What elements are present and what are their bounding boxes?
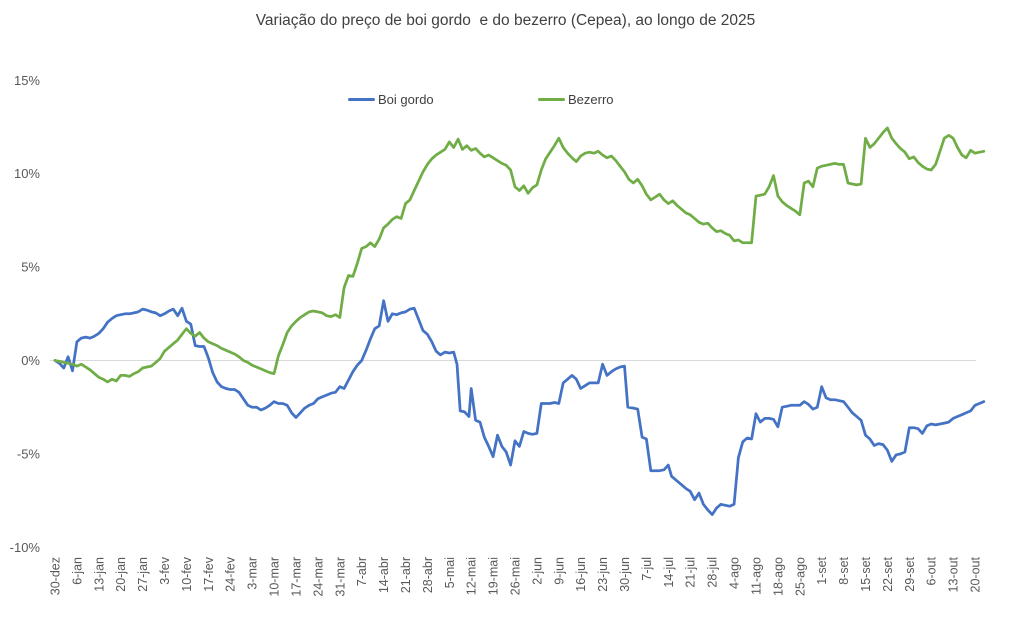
x-tick-label: 27-jan xyxy=(136,557,150,592)
y-tick-label: 15% xyxy=(14,73,40,88)
series-line-bezerro xyxy=(53,126,986,384)
x-tick-label: 10-mar xyxy=(268,557,282,597)
x-tick-label: 28-abr xyxy=(421,557,435,593)
x-tick-label: 20-jan xyxy=(114,557,128,592)
x-tick-label: 6-out xyxy=(925,556,939,585)
x-tick-label: 10-fev xyxy=(180,556,194,591)
x-tick-label: 3-fev xyxy=(158,556,172,585)
x-tick-label: 15-set xyxy=(859,556,873,591)
x-tick-label: 25-ago xyxy=(793,557,807,596)
x-tick-label: 17-mar xyxy=(289,557,303,597)
x-tick-label: 30-jun xyxy=(618,557,632,592)
y-tick-label: -5% xyxy=(17,446,41,461)
x-tick-label: 9-jun xyxy=(552,557,566,585)
x-tick-label: 26-mai xyxy=(509,557,523,595)
legend-label-boi-gordo: Boi gordo xyxy=(378,91,434,107)
x-tick-label: 23-jun xyxy=(596,557,610,592)
x-tick-label: 19-mai xyxy=(487,557,501,595)
x-tick-label: 8-set xyxy=(837,556,851,584)
y-tick-label: 10% xyxy=(14,166,40,181)
x-tick-label: 13-jan xyxy=(92,557,106,592)
legend-item-bezerro: Bezerro xyxy=(538,90,614,108)
x-tick-label: 28-jul xyxy=(706,557,720,588)
x-tick-label: 31-mar xyxy=(333,557,347,597)
x-tick-label: 20-out xyxy=(969,556,983,592)
x-tick-label: 24-fev xyxy=(224,556,238,591)
x-tick-label: 16-jun xyxy=(574,557,588,592)
x-tick-label: 21-jul xyxy=(684,557,698,588)
x-tick-label: 29-set xyxy=(903,556,917,591)
y-tick-label: 5% xyxy=(21,260,40,275)
chart-title: Variação do preço de boi gordo e do beze… xyxy=(255,12,756,29)
x-tick-label: 24-mar xyxy=(311,557,325,597)
y-tick-label: 0% xyxy=(21,353,40,368)
legend-line-boi-gordo-icon xyxy=(348,97,375,101)
x-tick-label: 14-jul xyxy=(662,557,676,588)
x-tick-label: 18-ago xyxy=(771,557,785,596)
x-tick-label: 14-abr xyxy=(377,557,391,593)
legend-line-bezerro-icon xyxy=(538,97,565,101)
x-tick-label: 1-set xyxy=(815,556,829,584)
x-tick-label: 6-jan xyxy=(70,557,84,585)
x-tick-label: 5-mai xyxy=(443,557,457,588)
x-tick-label: 7-jul xyxy=(640,557,654,581)
x-tick-label: 11-ago xyxy=(749,557,763,595)
x-tick-label: 22-set xyxy=(881,556,895,591)
x-tick-label: 12-mai xyxy=(465,557,479,595)
x-tick-label: 2-jun xyxy=(530,557,544,585)
y-tick-label: -10% xyxy=(10,540,41,555)
x-tick-label: 3-mar xyxy=(246,557,260,590)
x-tick-label: 4-ago xyxy=(728,557,742,589)
x-tick-label: 21-abr xyxy=(399,557,413,593)
legend-label-bezerro: Bezerro xyxy=(568,91,614,107)
x-tick-label: 17-fev xyxy=(202,556,216,591)
series-line-boi-gordo xyxy=(53,299,986,516)
legend-item-boi-gordo: Boi gordo xyxy=(348,90,434,108)
x-tick-label: 13-out xyxy=(947,556,961,592)
x-tick-label: 30-dez xyxy=(49,557,63,595)
x-tick-label: 7-abr xyxy=(355,557,369,586)
